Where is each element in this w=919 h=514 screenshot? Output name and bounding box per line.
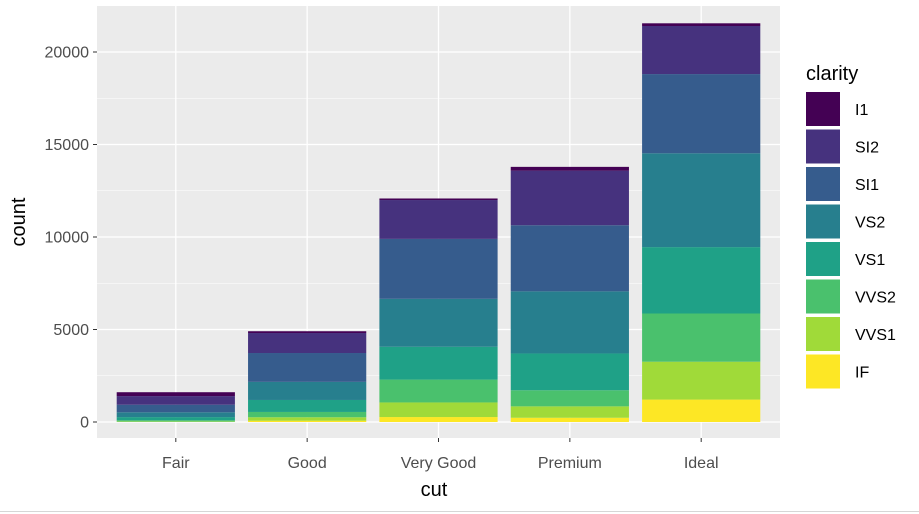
- bar-segment-vs2: [379, 298, 498, 347]
- legend-key-vs2: [806, 204, 840, 239]
- bar-segment-if: [379, 417, 498, 422]
- bar-segment-vs2: [248, 381, 367, 400]
- bar-segment-si2: [510, 170, 629, 226]
- bar-segment-vs1: [642, 247, 761, 314]
- x-axis: Fair Good Very Good Premium Ideal: [162, 438, 719, 472]
- x-tick-label: Ideal: [684, 455, 719, 472]
- bar-segment-if: [642, 399, 761, 422]
- legend-label: VVS2: [855, 290, 896, 307]
- bar-segment-vs1: [248, 399, 367, 412]
- x-axis-title: cut: [421, 479, 448, 501]
- legend-label: VVS1: [855, 327, 896, 344]
- x-tick-label: Good: [288, 455, 327, 472]
- bar-segment-i1: [116, 392, 235, 397]
- bar-segment-si1: [642, 74, 761, 154]
- bar-segment-si1: [116, 404, 235, 413]
- bar-segment-si2: [116, 396, 235, 405]
- y-tick-label: 0: [80, 415, 89, 432]
- bar-segment-vvs2: [379, 379, 498, 403]
- bar-segment-vs1: [379, 346, 498, 380]
- legend-label: VS1: [855, 252, 885, 269]
- bar-segment-vvs2: [248, 411, 367, 418]
- legend: clarity I1 SI2 SI1 VS2 VS1 VVS2 VVS1 IF: [806, 63, 896, 389]
- bar-segment-vvs1: [379, 402, 498, 418]
- bar-segment-i1: [642, 23, 761, 27]
- bar-segment-vvs1: [248, 417, 367, 421]
- bars: [116, 23, 761, 422]
- bar-segment-vvs2: [116, 420, 235, 422]
- legend-key-vvs1: [806, 317, 840, 351]
- bar-segment-vs1: [116, 417, 235, 421]
- legend-key-vs1: [806, 242, 840, 276]
- y-tick-label: 10000: [45, 230, 90, 247]
- bar-segment-vvs1: [642, 361, 761, 400]
- bar-segment-vvs1: [510, 406, 629, 418]
- y-tick-label: 15000: [45, 137, 90, 154]
- bar-segment-i1: [510, 166, 629, 171]
- bar-segment-si2: [379, 200, 498, 239]
- legend-key-vvs2: [806, 279, 840, 314]
- bar-segment-vs2: [510, 291, 629, 354]
- bar-segment-si2: [248, 333, 367, 354]
- bottom-divider: [0, 511, 919, 512]
- bar-segment-si1: [510, 225, 629, 292]
- bar-segment-vs2: [116, 412, 235, 418]
- bar-segment-if: [510, 417, 629, 422]
- bar-segment-if: [248, 420, 367, 422]
- bar-segment-vvs2: [510, 390, 629, 407]
- x-tick-label: Very Good: [401, 455, 477, 472]
- bar-segment-vs2: [642, 153, 761, 248]
- bar-segment-vs1: [510, 353, 629, 391]
- legend-label: VS2: [855, 215, 885, 232]
- legend-key-i1: [806, 92, 840, 126]
- x-tick-label: Premium: [538, 455, 602, 472]
- legend-title: clarity: [806, 63, 858, 85]
- bar-segment-vvs2: [642, 313, 761, 362]
- legend-key-si1: [806, 167, 840, 201]
- y-tick-label: 5000: [53, 322, 89, 339]
- legend-label: I1: [855, 102, 868, 119]
- bar-segment-si1: [379, 238, 498, 299]
- bar-segment-si2: [642, 26, 761, 75]
- y-axis: 0 5000 10000 15000 20000: [45, 45, 97, 432]
- legend-key-si2: [806, 129, 840, 164]
- bar-segment-si1: [248, 353, 367, 382]
- bar-segment-i1: [379, 198, 498, 201]
- legend-label: SI2: [855, 140, 879, 157]
- legend-label: SI1: [855, 177, 879, 194]
- legend-label: IF: [855, 365, 869, 382]
- legend-key-if: [806, 354, 840, 389]
- x-tick-label: Fair: [162, 455, 190, 472]
- bar-segment-i1: [248, 331, 367, 334]
- y-axis-title: count: [8, 197, 30, 246]
- y-tick-label: 20000: [45, 45, 90, 62]
